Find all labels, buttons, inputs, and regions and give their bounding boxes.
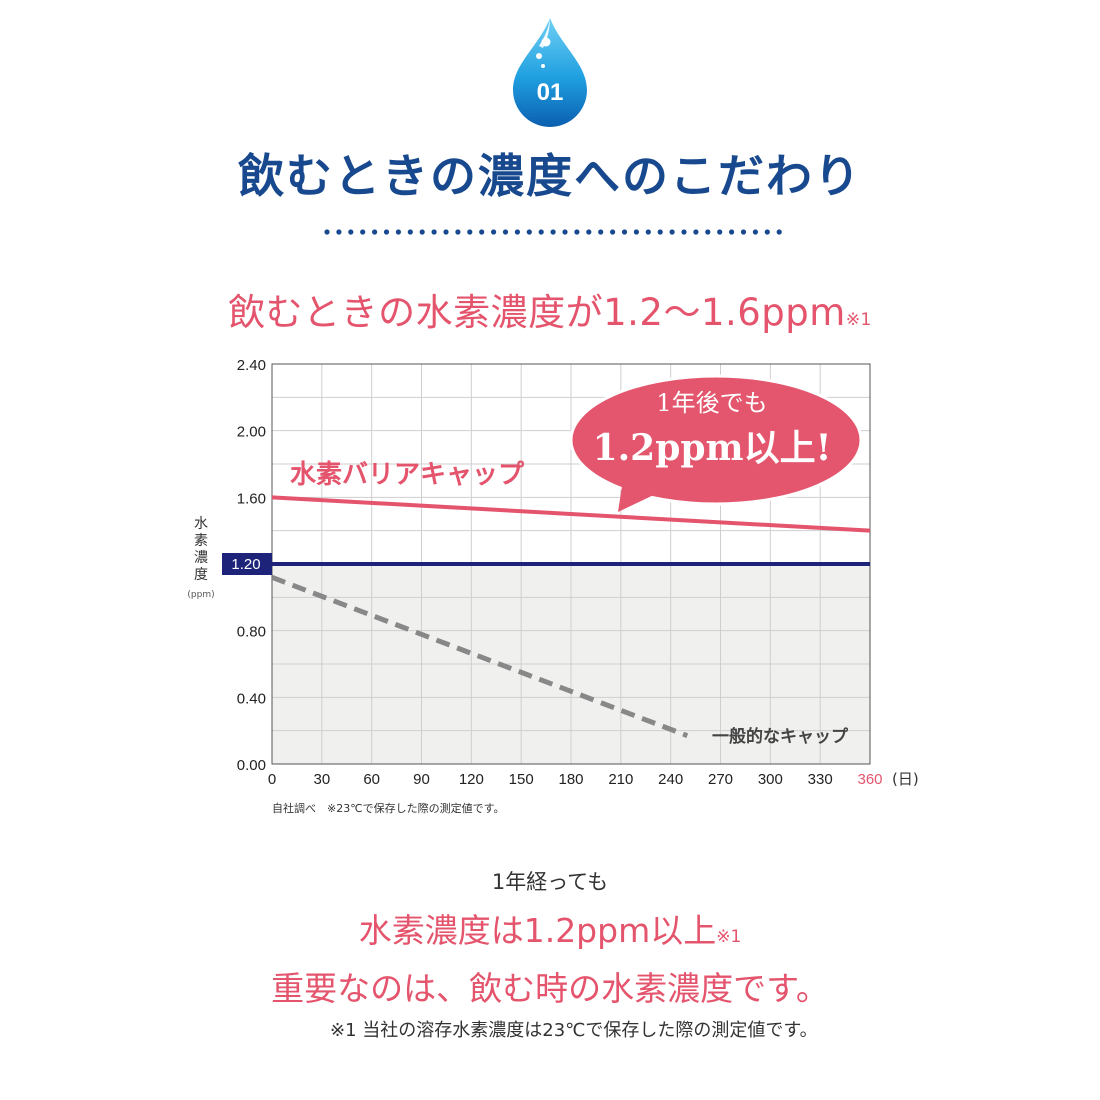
x-tick-label: 60 [363, 771, 380, 788]
x-tick-label: 0 [268, 771, 276, 788]
divider-dot [681, 229, 687, 235]
divider-dot [538, 229, 544, 235]
divider-dot [752, 229, 758, 235]
x-tick-label: 120 [459, 771, 484, 788]
divider-dot [491, 229, 497, 235]
divider-dot [598, 229, 604, 235]
subtitle: 飲むときの水素濃度が1.2〜1.6ppm※1 [0, 282, 1100, 336]
series-label-barrier-cap: 水素バリアキャップ [290, 460, 525, 490]
divider-dot [467, 229, 473, 235]
divider-dot [610, 229, 616, 235]
divider-dot [717, 229, 723, 235]
divider-dot [693, 229, 699, 235]
divider-dot [586, 229, 592, 235]
summary-line2-note: ※1 [716, 927, 742, 947]
dotted-divider [324, 229, 782, 235]
divider-dot [645, 229, 651, 235]
divider-dot [621, 229, 628, 235]
divider-dot [348, 229, 354, 235]
y-tick-label: 1.60 [237, 490, 266, 507]
badge-number: 01 [537, 79, 564, 106]
subtitle-note: ※1 [845, 310, 872, 330]
y-tick-label: 0.00 [237, 757, 266, 774]
divider-dot [669, 229, 675, 235]
divider-dot [336, 229, 342, 235]
page-title: 飲むときの濃度へのこだわり [238, 149, 862, 203]
series-line-barrier-cap [271, 495, 871, 533]
divider-dot [657, 229, 663, 235]
y-tick-label: 0.80 [237, 624, 266, 641]
y-tick-label: 2.00 [237, 424, 266, 441]
divider-dot [705, 229, 711, 235]
divider-dot [562, 229, 568, 235]
threshold-tick-box [222, 553, 272, 575]
x-tick-label: 150 [509, 771, 534, 788]
x-axis-unit: (日) [892, 770, 919, 788]
source-note: 自社調べ ※23℃で保存した際の測定値です。 [272, 801, 504, 815]
divider-dot [395, 229, 401, 235]
subtitle-text: 飲むときの水素濃度が1.2〜1.6ppm [228, 291, 846, 334]
x-axis-ticks: 0 30 60 90 120 150 180 210 240 270 300 330 360 [268, 771, 883, 788]
series-line-normal-cap [271, 574, 689, 739]
callout-line2: 1.2ppm以上! [593, 427, 832, 469]
divider-dot [419, 229, 425, 235]
x-tick-label: 30 [313, 771, 330, 788]
summary-line3: 重要なのは、飲む時の水素濃度です。 [271, 969, 829, 1008]
divider-dot [740, 229, 747, 235]
callout-bubble: 1年後でも 1.2ppm以上! [569, 374, 863, 512]
x-tick-label: 330 [808, 771, 833, 788]
x-tick-label: 210 [608, 771, 633, 788]
divider-dot [372, 229, 378, 235]
divider-dot [407, 229, 413, 235]
y-tick-label: 2.40 [237, 357, 266, 374]
series-label-normal-cap: 一般的なキャップ [712, 726, 849, 747]
threshold-tick-label: 1.20 [231, 556, 260, 573]
y-axis-unit: (ppm) [187, 590, 214, 600]
water-drop-icon [513, 18, 587, 127]
divider-dot [431, 229, 437, 235]
divider-dot [360, 229, 366, 235]
y-axis-label: 水素濃度 [194, 516, 208, 583]
divider-dot [764, 229, 770, 235]
x-tick-label: 180 [558, 771, 583, 788]
summary: 1年経っても 水素濃度は1.2ppm以上※1 重要なのは、飲む時の水素濃度です。 [0, 866, 1100, 1010]
divider-dot [383, 229, 390, 235]
x-tick-label: 90 [413, 771, 430, 788]
footnote: ※1 当社の溶存水素濃度は23℃で保存した際の測定値です。 [330, 1020, 818, 1041]
divider-dot [514, 229, 520, 235]
y-axis-ticks: 2.40 2.00 1.60 0.80 0.40 0.00 [237, 357, 266, 774]
summary-line1: 1年経っても [491, 870, 609, 894]
divider-dot [633, 229, 639, 235]
x-tick-label: 360 [857, 771, 882, 788]
callout-line1: 1年後でも [656, 389, 767, 417]
divider-dot [455, 229, 461, 235]
concentration-chart: 2.40 2.00 1.60 0.80 0.40 0.00 0 30 60 90 120 150 18… [187, 357, 919, 815]
x-tick-label: 270 [708, 771, 733, 788]
divider-dot [479, 229, 485, 235]
summary-line2: 水素濃度は1.2ppm以上※1 [0, 904, 1100, 952]
divider-dot [443, 229, 449, 235]
y-tick-label: 0.40 [237, 690, 266, 707]
divider-dot [324, 229, 330, 235]
divider-dot [729, 229, 735, 235]
divider-dot [776, 229, 782, 235]
divider-dot [574, 229, 580, 235]
x-tick-label: 300 [758, 771, 783, 788]
x-tick-label: 240 [658, 771, 683, 788]
divider-dot [526, 229, 532, 235]
divider-dot [502, 229, 509, 235]
water-drop-badge: 01 [513, 18, 587, 127]
summary-line2-text: 水素濃度は1.2ppm以上 [358, 911, 717, 950]
divider-dot [550, 229, 556, 235]
